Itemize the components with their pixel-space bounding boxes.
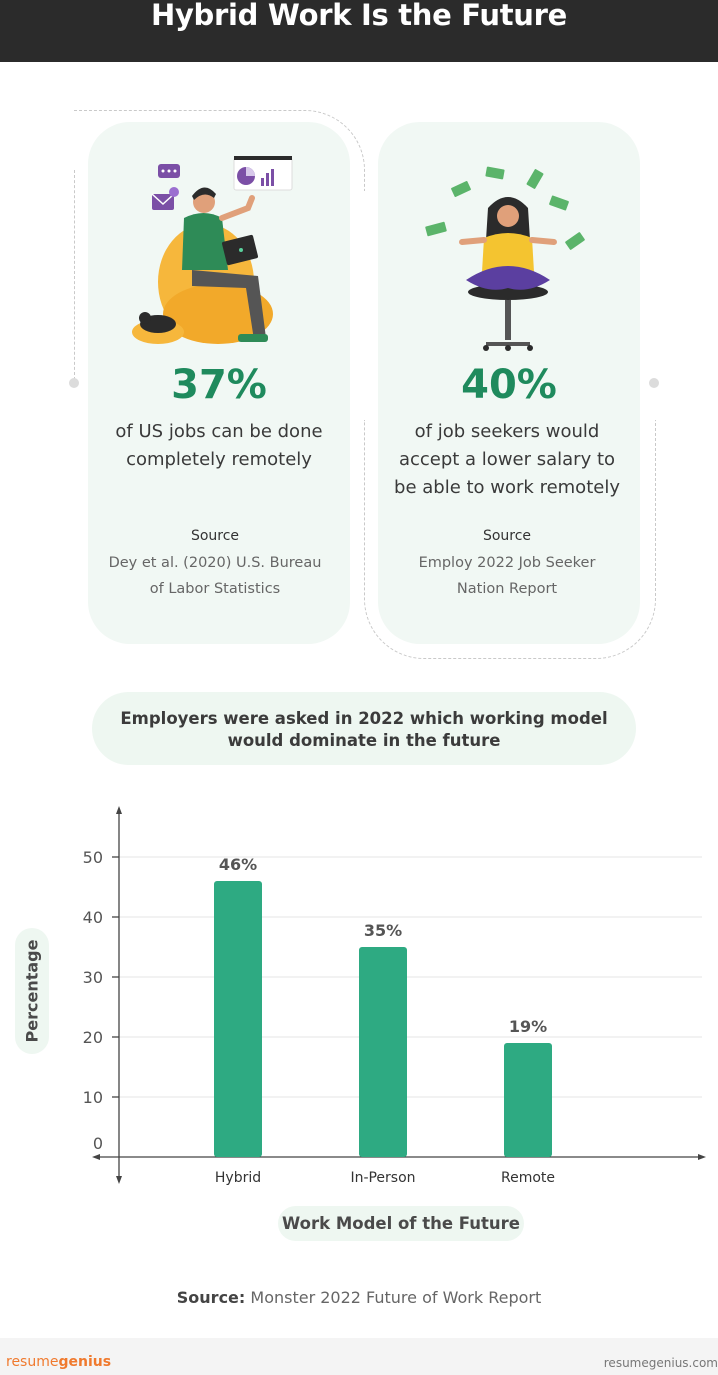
question-line: Employers were asked in 2022 which worki… xyxy=(120,709,608,728)
x-tick-label: Remote xyxy=(501,1170,555,1186)
bar-remote xyxy=(504,1043,552,1157)
y-axis-label: Percentage xyxy=(22,939,42,1043)
y-tick-label: 0 xyxy=(93,1134,103,1153)
y-tick-label: 40 xyxy=(83,908,103,927)
site-url[interactable]: resumegenius.com xyxy=(603,1356,718,1370)
source-line: Employ 2022 Job Seeker xyxy=(418,555,596,571)
survey-question-banner: Employers were asked in 2022 which worki… xyxy=(92,692,636,765)
stat-description-remote-jobs: of US jobs can be done completely remote… xyxy=(88,418,350,474)
bar-data-label: 19% xyxy=(509,1017,547,1036)
x-axis-label-pill: Work Model of the Future xyxy=(278,1206,524,1241)
y-axis-arrow-bottom xyxy=(116,1176,122,1184)
chart-bars: 46% Hybrid 35% In-Person 19% Remote xyxy=(214,855,555,1186)
dashed-connector-bottom xyxy=(364,420,656,659)
y-axis-ticks: 0 10 20 30 40 50 xyxy=(83,848,119,1153)
stat-value-lower-salary: 40% xyxy=(461,362,557,408)
chart-grid xyxy=(119,856,702,1098)
stat-value-remote-jobs: 37% xyxy=(171,362,267,408)
stat-description-lower-salary: of job seekers would accept a lower sala… xyxy=(376,418,638,502)
chart-source: Source: Monster 2022 Future of Work Repo… xyxy=(0,1288,718,1307)
work-model-bar-chart: 0 10 20 30 40 50 46% Hybrid 35% In-Person 19% Remo… xyxy=(83,806,706,1186)
stat-card-lower-salary xyxy=(378,122,640,644)
brand-logo[interactable]: resumegenius xyxy=(6,1354,111,1370)
chart-source-label: Source: xyxy=(176,1288,246,1307)
question-line: would dominate in the future xyxy=(227,731,501,750)
y-tick-label: 10 xyxy=(83,1088,103,1107)
meditating-person-illustration xyxy=(425,166,585,351)
source-label-left: Source xyxy=(190,528,240,544)
bar-data-label: 35% xyxy=(364,921,402,940)
y-axis-arrow-top xyxy=(116,806,122,814)
source-line: Dey et al. (2020) U.S. Bureau xyxy=(108,555,322,571)
bar-in-person xyxy=(359,947,407,1157)
y-tick-label: 50 xyxy=(83,848,103,867)
brand-part-2: genius xyxy=(58,1354,112,1370)
brand-part-1: resume xyxy=(6,1354,59,1370)
page-title: Hybrid Work Is the Future xyxy=(150,0,567,32)
source-text-right: Employ 2022 Job Seeker Nation Report xyxy=(376,550,638,602)
source-label-right: Source xyxy=(482,528,532,544)
y-tick-label: 30 xyxy=(83,968,103,987)
source-text-left: Dey et al. (2020) U.S. Bureau of Labor S… xyxy=(84,550,346,602)
stat-line: accept a lower salary to xyxy=(398,449,616,470)
stat-card-remote-jobs xyxy=(88,122,350,644)
person-on-beanbag-illustration xyxy=(132,156,293,344)
x-axis-arrow-left xyxy=(92,1154,100,1160)
y-axis-label-pill: Percentage xyxy=(15,928,49,1054)
stat-line: be able to work remotely xyxy=(394,477,620,498)
dashed-connector-left xyxy=(74,170,75,380)
stat-line: completely remotely xyxy=(126,449,312,470)
source-line: of Labor Statistics xyxy=(149,581,281,597)
bar-hybrid xyxy=(214,881,262,1157)
stat-line: of US jobs can be done xyxy=(115,421,323,442)
footer-bar: resumegenius resumegenius.com xyxy=(0,1338,718,1375)
source-line: Nation Report xyxy=(456,581,558,597)
x-tick-label: In-Person xyxy=(350,1170,415,1186)
x-axis-label: Work Model of the Future xyxy=(282,1214,520,1233)
bar-data-label: 46% xyxy=(219,855,257,874)
connector-dot-left xyxy=(69,378,79,388)
x-tick-label: Hybrid xyxy=(215,1170,261,1186)
x-axis-arrow-right xyxy=(698,1154,706,1160)
chart-source-text: Monster 2022 Future of Work Report xyxy=(250,1288,542,1307)
connector-dot-right xyxy=(649,378,659,388)
stat-line: of job seekers would xyxy=(414,421,600,442)
header-bar: Hybrid Work Is the Future xyxy=(0,0,718,62)
y-tick-label: 20 xyxy=(83,1028,103,1047)
